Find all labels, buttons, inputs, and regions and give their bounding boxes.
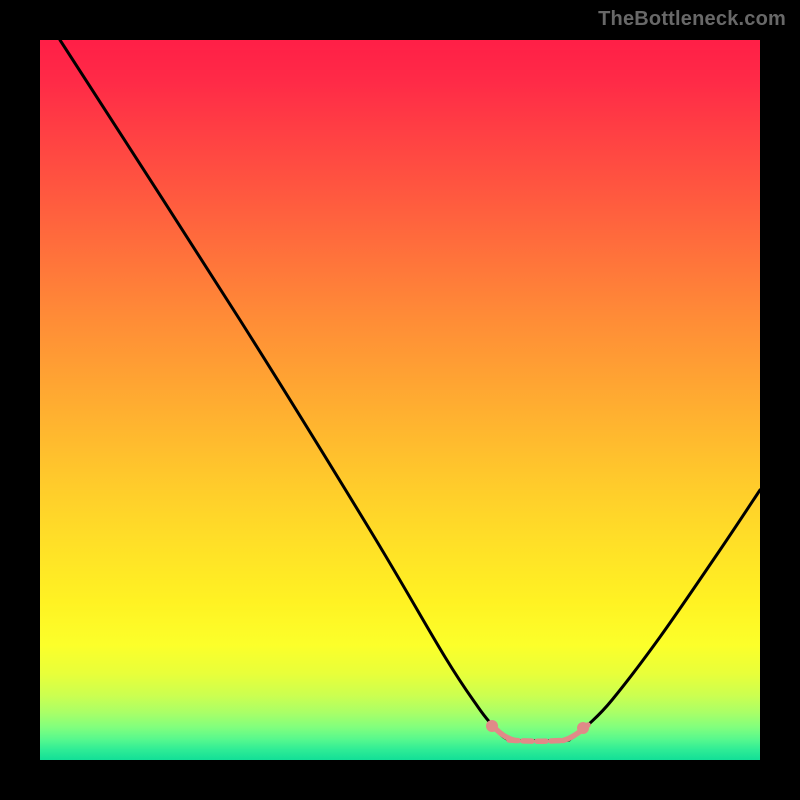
watermark-text: TheBottleneck.com <box>598 8 786 31</box>
chart-container: TheBottleneck.com <box>0 0 800 800</box>
plot-area <box>40 40 760 760</box>
gradient-background <box>40 40 760 760</box>
